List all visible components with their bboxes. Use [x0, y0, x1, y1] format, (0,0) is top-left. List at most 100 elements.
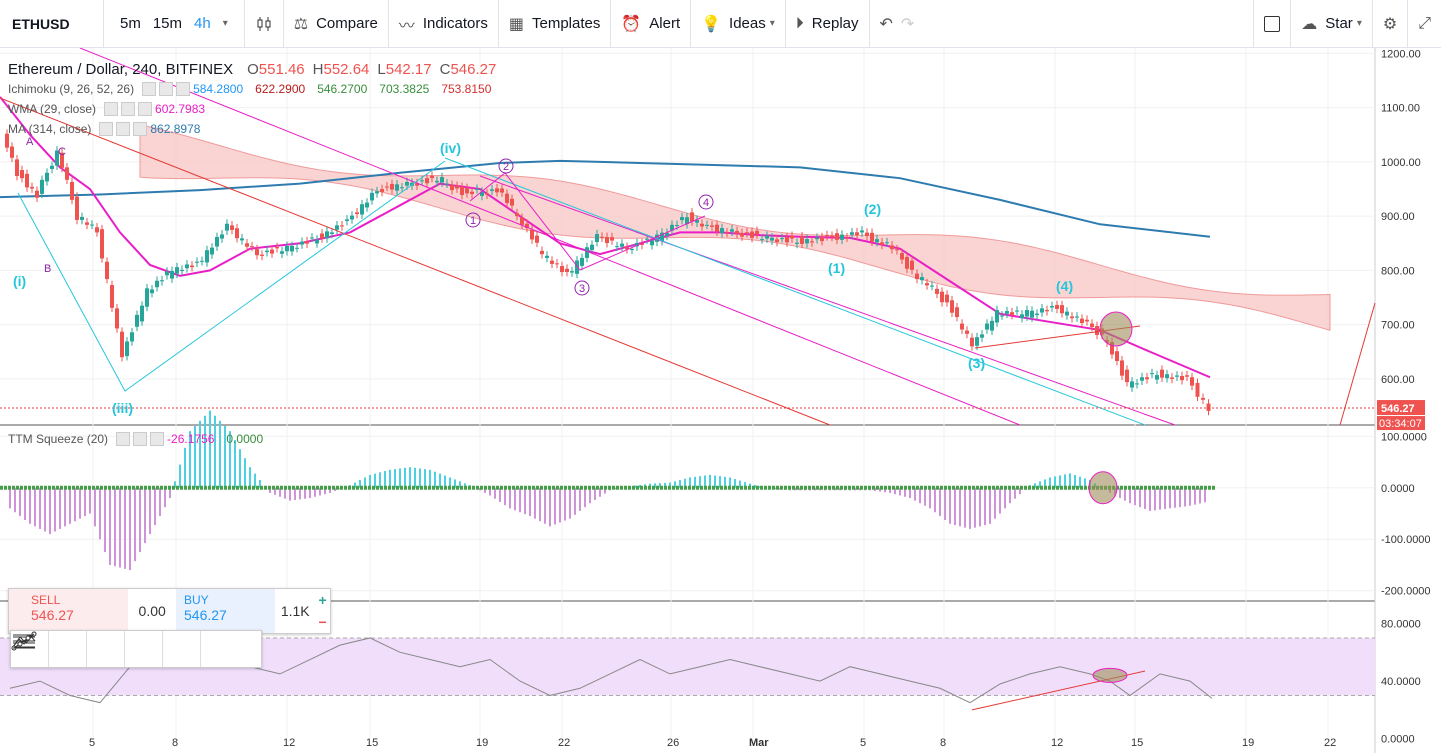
wma-name: WMA (29, close) [8, 102, 97, 116]
candle-body [170, 270, 174, 279]
close-icon[interactable] [133, 122, 148, 136]
star-button[interactable]: ☁ Star ▾ [1291, 0, 1373, 48]
candle-body [325, 231, 329, 239]
wma-line [0, 96, 1211, 379]
candle-body [175, 267, 179, 274]
indicators-button[interactable]: 〰 Indicators [389, 0, 499, 48]
resolution-selector[interactable]: 5m 15m 4h ▾ [104, 0, 245, 48]
sell-price: 546.27 [31, 607, 74, 623]
candle-body [680, 217, 684, 221]
candle-body [940, 291, 944, 303]
wma-legend[interactable]: WMA (29, close) 602.7983 [8, 102, 217, 116]
redo-icon[interactable]: ↷ [900, 15, 915, 33]
undo-icon[interactable]: ↶ [879, 15, 893, 33]
ichimoku-legend[interactable]: Ichimoku (9, 26, 52, 26) 584.2800 622.29… [8, 82, 503, 96]
candle-body [435, 180, 439, 183]
compare-button[interactable]: ⚖ Compare [284, 0, 389, 48]
candle-body [1025, 310, 1029, 317]
templates-button[interactable]: ▦ Templates [499, 0, 612, 48]
channel-tool[interactable] [13, 631, 201, 667]
candle-body [390, 183, 394, 190]
candle-body [1140, 377, 1144, 381]
time-tick-label: 26 [667, 737, 679, 749]
ttm-value-1: -26.1756 [167, 432, 215, 446]
ttm-tick-label: -100.0000 [1381, 534, 1431, 546]
trend-line-tool[interactable] [11, 631, 163, 667]
candle-body [200, 260, 204, 262]
candle-body [1190, 377, 1194, 386]
settings-icon[interactable] [133, 432, 148, 446]
close-icon[interactable] [150, 432, 165, 446]
close-icon[interactable] [176, 82, 191, 96]
candle-body [1145, 377, 1149, 380]
settings-button[interactable]: ⚙ [1373, 0, 1409, 48]
wave-label: (1) [828, 260, 845, 276]
symbol-search[interactable]: ETHUSD [0, 0, 104, 48]
ma-name: MA (314, close) [8, 122, 92, 136]
time-tick-label: 19 [476, 737, 488, 749]
candle-body [475, 188, 479, 190]
sell-button[interactable]: SELL 546.27 [9, 589, 129, 633]
eye-icon[interactable] [142, 82, 157, 96]
candle-body [535, 235, 539, 243]
quantity-value[interactable]: 1.1K [280, 603, 310, 619]
channel-line-magenta [479, 175, 1176, 426]
expand-button[interactable]: ⤢ [1408, 0, 1441, 48]
fullscreen-toggle[interactable] [1253, 0, 1292, 48]
chart-container[interactable]: 1200.00 1100.00 1000.00 900.00 800.00 700.00 6… [0, 48, 1441, 753]
candle-body [895, 249, 899, 251]
ichimoku-value-3: 546.2700 [317, 82, 368, 96]
resolution-5m[interactable]: 5m [120, 15, 141, 32]
candle-body [195, 261, 199, 263]
candle-body [1155, 375, 1159, 380]
replay-button[interactable]: ⏵ Replay [786, 0, 870, 48]
buy-button[interactable]: BUY 546.27 [176, 589, 276, 633]
highlight-ellipse [1099, 311, 1133, 347]
ma-legend[interactable]: MA (314, close) 862.8978 [8, 122, 212, 136]
eye-icon[interactable] [116, 432, 131, 446]
close-icon[interactable] [138, 102, 153, 116]
wave-label: C [58, 146, 66, 158]
ray-tool[interactable] [13, 631, 239, 667]
candle-body [690, 212, 694, 222]
settings-icon[interactable] [121, 102, 136, 116]
plus-icon[interactable]: + [318, 592, 327, 608]
ttm-legend[interactable]: TTM Squeeze (20) -26.1756 0.0000 [8, 432, 275, 446]
candle-body [500, 188, 504, 193]
ideas-button[interactable]: 💡 Ideas ▾ [691, 0, 786, 48]
candle-body [905, 256, 909, 269]
settings-icon[interactable] [116, 122, 131, 136]
candle-body [460, 186, 464, 196]
chevron-down-icon[interactable]: ▾ [222, 18, 228, 29]
alert-button[interactable]: ⏰ Alert [611, 0, 692, 48]
candle-body [705, 224, 709, 226]
candle-body [795, 242, 799, 244]
countdown-tag [1377, 416, 1425, 431]
candle-body [910, 260, 914, 270]
resolution-4h[interactable]: 4h [194, 15, 211, 32]
candle-body [780, 238, 784, 240]
abc-pattern-tool[interactable] [12, 631, 125, 667]
candle-body [125, 341, 129, 357]
candle-body [50, 165, 54, 169]
chart-type-button[interactable] [245, 0, 284, 48]
time-tick-label: 19 [1242, 737, 1254, 749]
candle-body [620, 243, 624, 247]
candle-body [155, 280, 159, 288]
candle-body [745, 232, 749, 234]
last-price-tag [1377, 400, 1425, 416]
elliott-wave-tool[interactable] [12, 631, 87, 667]
candle-body [415, 183, 419, 186]
eye-icon[interactable] [104, 102, 119, 116]
candle-body [595, 234, 599, 243]
minus-icon[interactable]: − [318, 614, 327, 630]
settings-icon[interactable] [159, 82, 174, 96]
candle-body [425, 178, 429, 184]
candle-body [135, 314, 139, 327]
candle-body [1065, 311, 1069, 316]
candle-body [225, 223, 229, 231]
ichimoku-value-4: 703.3825 [379, 82, 430, 96]
candle-body [525, 223, 529, 229]
eye-icon[interactable] [99, 122, 114, 136]
resolution-15m[interactable]: 15m [152, 15, 183, 32]
